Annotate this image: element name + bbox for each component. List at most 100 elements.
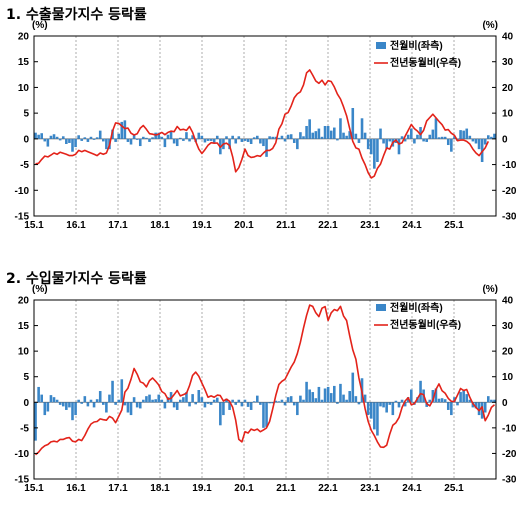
x-tick-label: 22.1 <box>318 220 338 231</box>
bar <box>326 386 330 403</box>
x-tick-label: 17.1 <box>108 483 128 494</box>
bar <box>148 138 151 142</box>
x-tick-label: 16.1 <box>66 220 86 231</box>
y-left-tick-label: 20 <box>18 32 30 43</box>
x-tick-label: 23.1 <box>360 220 380 231</box>
x-tick-label: 21.1 <box>276 220 296 231</box>
bar <box>262 138 265 147</box>
bar <box>428 399 432 403</box>
bar <box>169 131 173 139</box>
bar <box>58 402 62 405</box>
bar <box>40 394 43 403</box>
bar <box>397 138 401 155</box>
y-left-tick-label: 0 <box>23 134 29 145</box>
bar <box>428 134 432 139</box>
bar <box>52 134 56 139</box>
bar <box>446 402 450 410</box>
y-left-tick-label: 5 <box>23 372 29 383</box>
bar <box>487 396 490 403</box>
bar <box>339 383 342 403</box>
bar <box>357 402 361 405</box>
bar <box>354 133 358 139</box>
bar <box>400 399 404 403</box>
bar <box>363 132 367 139</box>
bar <box>373 138 376 169</box>
bar <box>138 138 142 147</box>
y-left-tick-label: -10 <box>15 186 30 197</box>
x-tick-label: 23.1 <box>360 483 380 494</box>
bar <box>369 402 373 419</box>
bar <box>336 402 339 404</box>
bar <box>194 402 197 405</box>
bar <box>437 137 441 139</box>
bar <box>117 399 120 403</box>
bar <box>419 380 422 403</box>
bar <box>154 399 157 403</box>
bar <box>172 138 176 144</box>
bar <box>157 132 161 139</box>
bar <box>292 402 296 406</box>
bar <box>148 394 151 403</box>
bar <box>138 402 142 409</box>
left-unit-label: (%) <box>32 20 48 31</box>
bar <box>203 402 207 408</box>
bar <box>52 397 56 403</box>
bar <box>259 138 262 144</box>
bar <box>163 138 167 148</box>
bar <box>345 399 348 403</box>
bar <box>46 402 50 412</box>
bar <box>308 119 311 139</box>
line-series <box>35 69 490 179</box>
bar <box>271 136 274 139</box>
bar <box>277 137 281 139</box>
bar <box>354 396 358 403</box>
bar <box>342 394 345 403</box>
bar <box>274 400 278 403</box>
bar <box>126 138 130 142</box>
bar <box>388 138 392 142</box>
bar <box>200 397 204 403</box>
bar <box>490 136 493 139</box>
y-right-tick-label: 10 <box>502 372 514 383</box>
bar <box>234 138 238 144</box>
bar <box>268 402 271 404</box>
bar <box>308 389 311 403</box>
bar <box>188 402 191 407</box>
y-left-tick-label: -5 <box>20 160 29 171</box>
x-tick-label: 19.1 <box>192 483 212 494</box>
bar <box>212 138 216 143</box>
bar <box>246 138 250 142</box>
bar <box>394 400 398 403</box>
y-left-tick-label: 10 <box>18 83 30 94</box>
bar <box>326 126 330 139</box>
bar <box>413 138 416 144</box>
bar <box>209 138 213 141</box>
chart-2: 15.1 16.1 17.1 18.1 19.1 20.1 21.1 22.1 23.1 24.1… <box>15 284 517 494</box>
x-tick-label: 20.1 <box>234 483 254 494</box>
bar <box>71 402 74 421</box>
bar <box>351 108 355 139</box>
legend-bar-swatch <box>376 42 386 49</box>
bar <box>123 120 127 139</box>
bar <box>419 127 422 139</box>
bar <box>459 130 462 139</box>
x-tick-label: 16.1 <box>66 483 86 494</box>
bar <box>179 137 182 139</box>
bar <box>80 402 84 404</box>
y-left-tick-label: 15 <box>18 321 30 332</box>
bar <box>305 126 308 139</box>
bar <box>222 402 225 416</box>
bar <box>265 402 268 427</box>
bar <box>311 132 315 139</box>
y-right-tick-label: 40 <box>502 296 514 307</box>
bar <box>376 402 379 436</box>
bar <box>406 134 410 139</box>
bar <box>37 386 40 403</box>
bar <box>95 399 99 403</box>
bar <box>135 138 139 140</box>
line-series <box>34 304 496 456</box>
y-left-tick-label: 5 <box>23 109 29 120</box>
bar <box>203 138 207 143</box>
bar <box>240 402 244 407</box>
bar <box>342 132 345 139</box>
